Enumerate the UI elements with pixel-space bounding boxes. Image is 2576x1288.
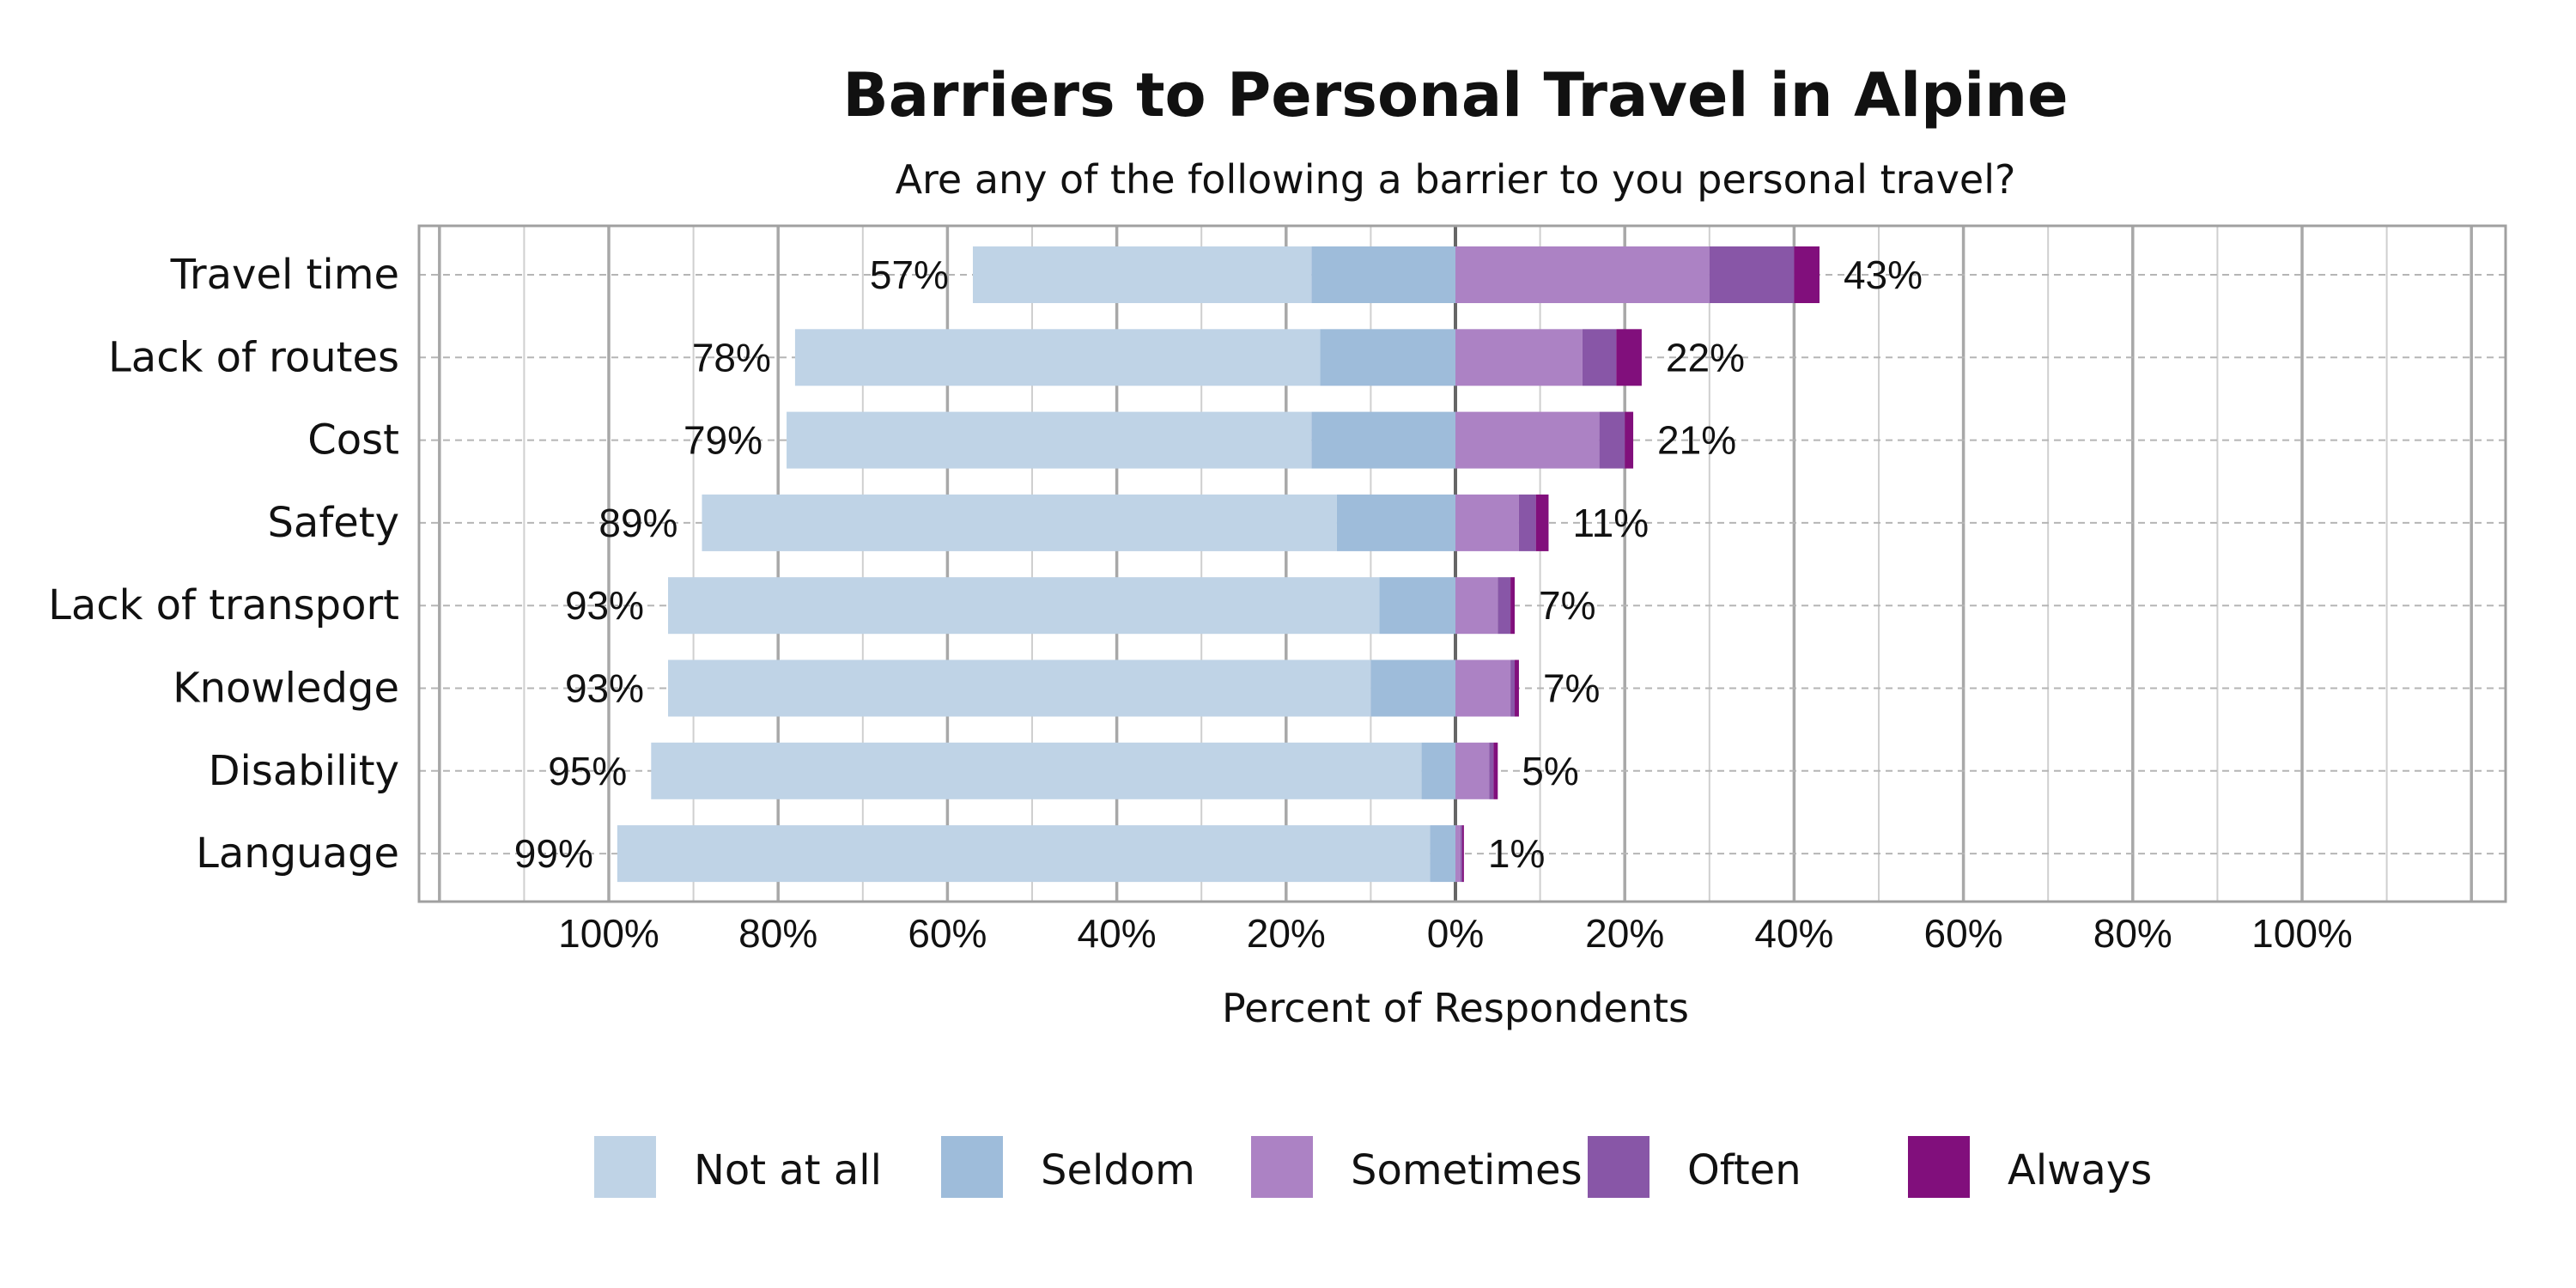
- x-tick-label: 40%: [1754, 911, 1833, 956]
- bar-segment-often: [1489, 742, 1494, 799]
- positive-total-label: 22%: [1666, 335, 1745, 380]
- grid: [419, 226, 2506, 902]
- bar-segment-always: [1535, 494, 1549, 551]
- bar-segment-not-at-all: [794, 329, 1321, 386]
- legend-swatch: [1251, 1136, 1313, 1198]
- bar-segment-often: [1582, 329, 1617, 386]
- plot-frame: [417, 224, 2507, 903]
- bar-segment-sometimes: [1455, 825, 1461, 883]
- category-label: Language: [196, 829, 399, 878]
- bar-segment-seldom: [1320, 329, 1455, 386]
- x-tick-label: 100%: [558, 911, 659, 956]
- bar-segment-seldom: [1311, 411, 1455, 469]
- bars: [617, 246, 1820, 883]
- negative-total-label: 93%: [565, 666, 644, 711]
- negative-total-label: 57%: [870, 252, 949, 297]
- bar-segment-often: [1709, 246, 1795, 303]
- x-tick-label: 0%: [1427, 911, 1484, 956]
- bar-segment-seldom: [1379, 577, 1455, 635]
- chart-title: Barriers to Personal Travel in Alpine: [842, 60, 2068, 131]
- x-axis-title: Percent of Respondents: [1222, 985, 1689, 1031]
- legend-label: Sometimes: [1351, 1146, 1583, 1194]
- category-label: Disability: [209, 747, 399, 795]
- bar-segment-sometimes: [1455, 742, 1490, 799]
- chart-subtitle: Are any of the following a barrier to yo…: [896, 156, 2016, 203]
- category-label: Travel time: [170, 251, 399, 299]
- legend-label: Not at all: [694, 1146, 882, 1194]
- negative-total-label: 79%: [683, 418, 762, 463]
- bar-segment-not-at-all: [702, 494, 1337, 551]
- bar-segment-not-at-all: [972, 246, 1312, 303]
- bar-segment-sometimes: [1455, 494, 1519, 551]
- legend-label: Often: [1687, 1146, 1801, 1194]
- data-labels: 57% 43% 78% 22% 79% 21% 89% 11% 93% 7% 93% 7% 95% 5% 9…: [514, 252, 1923, 876]
- bar-segment-sometimes: [1455, 659, 1511, 717]
- bar-segment-seldom: [1370, 659, 1455, 717]
- category-label: Lack of routes: [108, 333, 399, 381]
- legend-swatch: [1908, 1136, 1970, 1198]
- x-tick-label: 20%: [1247, 911, 1326, 956]
- bar-segment-often: [1460, 825, 1462, 883]
- bar-segment-sometimes: [1455, 411, 1600, 469]
- bar-segment-seldom: [1311, 246, 1455, 303]
- bar-segment-not-at-all: [787, 411, 1312, 469]
- category-label: Safety: [267, 499, 399, 547]
- negative-total-label: 78%: [692, 335, 771, 380]
- legend-label: Seldom: [1041, 1146, 1195, 1194]
- x-tick-label: 80%: [2093, 911, 2172, 956]
- legend: Not at all Seldom Sometimes Often Always: [594, 1136, 2152, 1198]
- legend-swatch: [594, 1136, 656, 1198]
- legend-swatch: [1588, 1136, 1649, 1198]
- negative-total-label: 95%: [548, 749, 627, 793]
- bar-segment-often: [1510, 659, 1516, 717]
- category-label: Lack of transport: [48, 581, 399, 629]
- bar-segment-always: [1493, 742, 1498, 799]
- x-tick-label: 20%: [1585, 911, 1664, 956]
- bar-segment-seldom: [1336, 494, 1455, 551]
- negative-total-label: 93%: [565, 583, 644, 628]
- bar-segment-sometimes: [1455, 246, 1710, 303]
- negative-total-label: 89%: [598, 501, 677, 545]
- x-tick-labels: 100% 80% 60% 40% 20% 0% 20% 40% 60% 80% 100%: [558, 911, 2353, 956]
- bar-segment-always: [1625, 411, 1634, 469]
- bar-segment-not-at-all: [668, 659, 1371, 717]
- positive-total-label: 21%: [1657, 418, 1736, 463]
- category-labels: Travel time Lack of routes Cost Safety Lack …: [48, 251, 399, 878]
- bar-segment-seldom: [1421, 742, 1455, 799]
- positive-total-label: 1%: [1488, 831, 1545, 876]
- x-tick-label: 40%: [1078, 911, 1157, 956]
- bar-segment-sometimes: [1455, 577, 1498, 635]
- positive-total-label: 43%: [1844, 252, 1923, 297]
- bar-segment-not-at-all: [617, 825, 1431, 883]
- bar-segment-always: [1515, 659, 1519, 717]
- bar-segment-sometimes: [1455, 329, 1583, 386]
- x-tick-label: 100%: [2251, 911, 2353, 956]
- negative-total-label: 99%: [514, 831, 593, 876]
- bar-segment-often: [1599, 411, 1625, 469]
- positive-total-label: 7%: [1543, 666, 1600, 711]
- category-label: Cost: [307, 416, 399, 465]
- bar-segment-seldom: [1430, 825, 1455, 883]
- legend-label: Always: [2008, 1146, 2152, 1194]
- legend-swatch: [941, 1136, 1003, 1198]
- bar-segment-always: [1794, 246, 1820, 303]
- bar-segment-always: [1461, 825, 1464, 883]
- x-tick-label: 60%: [1924, 911, 2003, 956]
- bar-segment-always: [1616, 329, 1642, 386]
- bar-segment-not-at-all: [651, 742, 1422, 799]
- bar-segment-often: [1498, 577, 1511, 635]
- bar-segment-often: [1518, 494, 1536, 551]
- bar-segment-always: [1510, 577, 1516, 635]
- category-label: Knowledge: [173, 665, 399, 713]
- positive-total-label: 7%: [1539, 583, 1595, 628]
- positive-total-label: 5%: [1522, 749, 1578, 793]
- x-tick-label: 80%: [738, 911, 817, 956]
- positive-total-label: 11%: [1572, 501, 1649, 545]
- x-tick-label: 60%: [908, 911, 987, 956]
- bar-segment-not-at-all: [668, 577, 1380, 635]
